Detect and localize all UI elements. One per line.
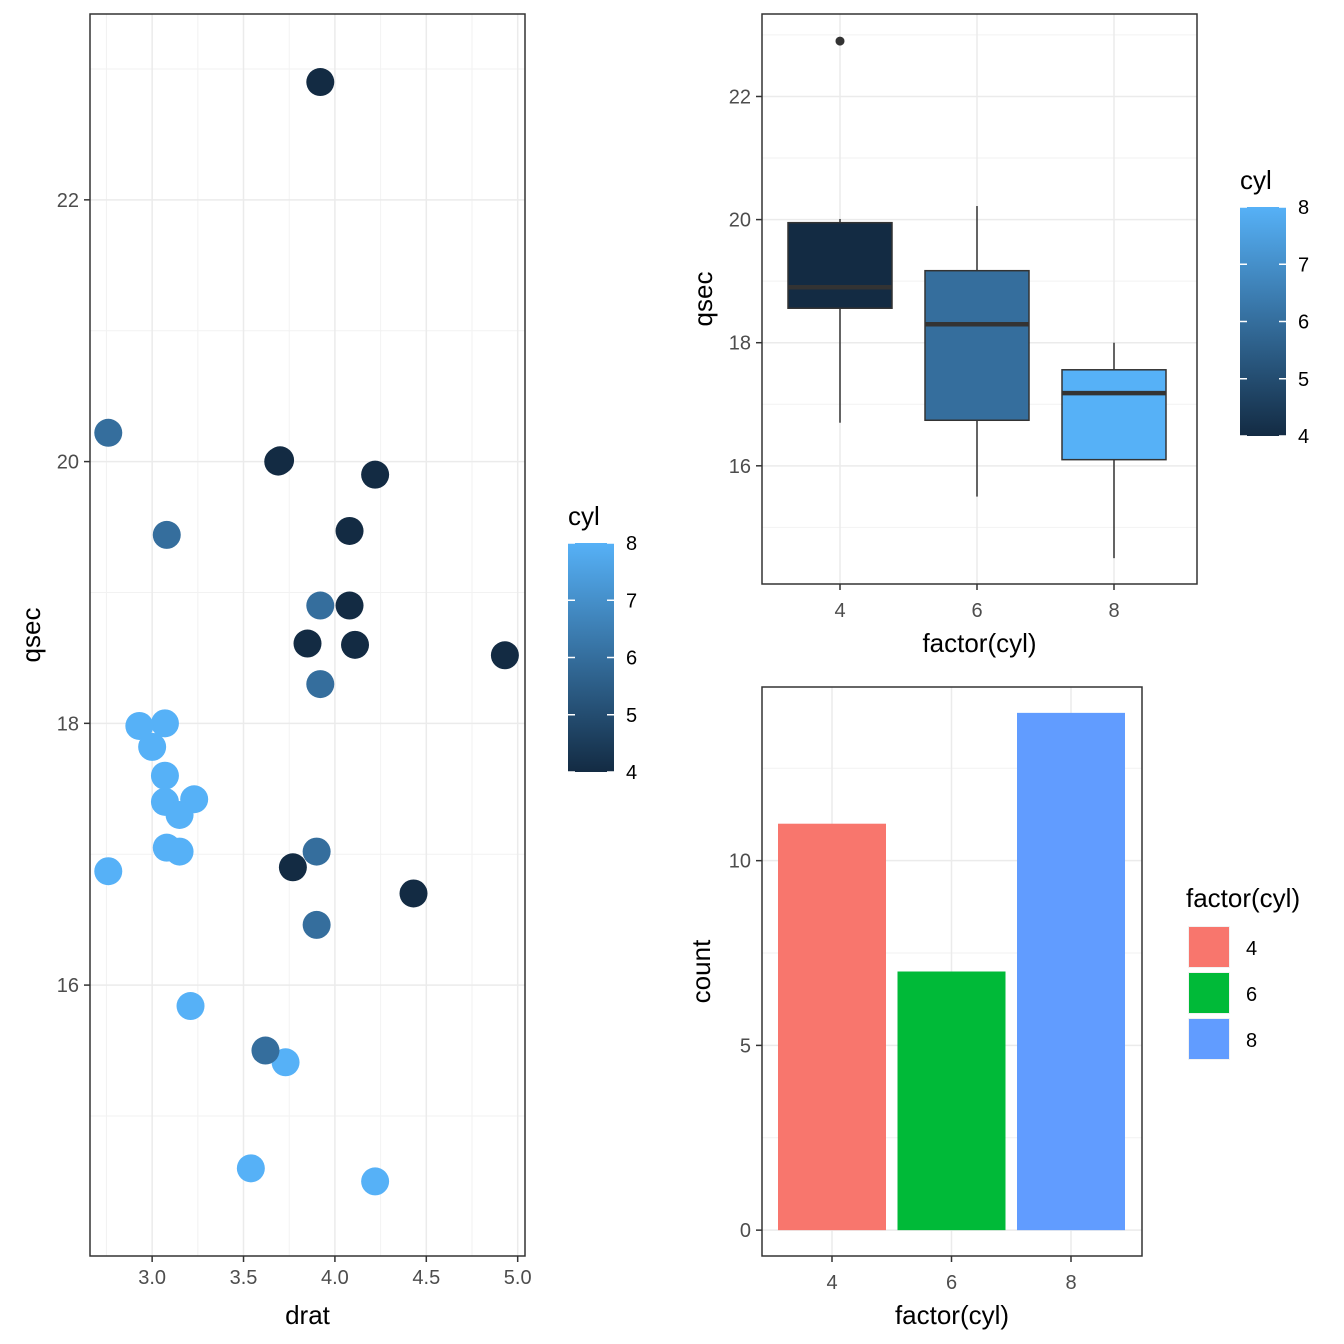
- scatter-x-tick-label: 3.0: [138, 1267, 166, 1289]
- bar-x-axis-title: factor(cyl): [895, 1300, 1009, 1330]
- scatter-point: [236, 1154, 265, 1183]
- bar-legend-label: 4: [1246, 938, 1257, 960]
- bar-legend-swatch: [1189, 1019, 1229, 1059]
- bar-legend-label: 8: [1246, 1030, 1257, 1052]
- bar-legend-title: factor(cyl): [1186, 883, 1300, 913]
- scatter-x-tick-label: 3.5: [230, 1267, 258, 1289]
- scatter-x-axis-title: drat: [285, 1300, 331, 1330]
- scatter-point: [94, 418, 123, 447]
- scatter-point: [293, 629, 322, 658]
- boxplot-y-tick-label: 16: [729, 456, 751, 478]
- scatter-point: [335, 516, 364, 545]
- scatter-point: [251, 1036, 280, 1065]
- scatter-point: [302, 837, 331, 866]
- scatter-colorbar: [568, 543, 614, 772]
- scatter-y-axis-title: qsec: [16, 608, 46, 663]
- scatter-y-tick-label: 18: [57, 713, 79, 735]
- bar-y-axis-title: count: [686, 939, 716, 1003]
- scatter-colorbar-label: 5: [626, 705, 637, 727]
- boxplot-box: [787, 221, 893, 309]
- boxplot-colorbar-label: 5: [1298, 369, 1309, 391]
- bar-x-tick-label: 6: [946, 1272, 957, 1294]
- boxplot-panel-border: [761, 13, 1198, 585]
- boxplot-colorbar-label: 8: [1298, 197, 1309, 219]
- boxplot-x-axis-title: factor(cyl): [922, 628, 1036, 658]
- scatter-y-tick-label: 22: [57, 190, 79, 212]
- boxplot-x-tick-label: 8: [1108, 600, 1119, 622]
- boxplot-colorbar-label: 6: [1298, 312, 1309, 334]
- scatter-point: [302, 910, 331, 939]
- scatter-colorbar-label: 7: [626, 590, 637, 612]
- scatter-point: [341, 630, 370, 659]
- bar-rect: [778, 823, 886, 1231]
- scatter-colorbar-label: 8: [626, 533, 637, 555]
- boxplot-y-tick-label: 18: [729, 333, 751, 355]
- scatter-x-tick-label: 5.0: [504, 1267, 532, 1289]
- bar-legend-swatch: [1189, 927, 1229, 967]
- scatter-colorbar-label: 6: [626, 648, 637, 670]
- scatter-y-tick-label: 20: [57, 452, 79, 474]
- scatter-point: [150, 761, 179, 790]
- scatter-point: [306, 670, 335, 699]
- bar-x-tick-label: 4: [826, 1272, 837, 1294]
- scatter-point: [306, 68, 335, 97]
- scatter-x-tick-label: 4.5: [412, 1267, 440, 1289]
- bar-x-tick-label: 8: [1065, 1272, 1076, 1294]
- bar-y-tick-label: 5: [740, 1035, 751, 1057]
- boxplot-x-tick-label: 6: [971, 600, 982, 622]
- scatter-legend-title: cyl: [568, 501, 600, 531]
- scatter-point: [94, 857, 123, 886]
- bar-y-tick-label: 10: [729, 851, 751, 873]
- bar-legend-swatch: [1189, 973, 1229, 1013]
- scatter-point: [150, 709, 179, 738]
- boxplot-colorbar: [1240, 207, 1286, 436]
- bar-legend-label: 6: [1246, 984, 1257, 1006]
- scatter-x-tick-label: 4.0: [321, 1267, 349, 1289]
- scatter-point: [176, 992, 205, 1021]
- scatter-panel-border: [89, 13, 526, 1257]
- boxplot-y-tick-label: 20: [729, 210, 751, 232]
- scatter-colorbar-label: 4: [626, 762, 637, 784]
- boxplot-y-tick-label: 22: [729, 86, 751, 108]
- scatter-point: [165, 800, 194, 829]
- bar-rect: [1017, 712, 1125, 1231]
- scatter-point: [399, 879, 428, 908]
- boxplot-box: [1061, 369, 1167, 461]
- scatter-point: [152, 833, 181, 862]
- scatter-point: [306, 591, 335, 620]
- scatter-point: [490, 641, 519, 670]
- scatter-point: [266, 446, 295, 475]
- scatter-point: [125, 711, 154, 740]
- bar-y-tick-label: 0: [740, 1220, 751, 1242]
- scatter-point: [152, 520, 181, 549]
- boxplot-x-tick-label: 4: [834, 600, 845, 622]
- boxplot-box: [924, 269, 1030, 422]
- scatter-point: [335, 591, 364, 620]
- bar-rect: [897, 971, 1006, 1231]
- boxplot-outlier: [835, 36, 845, 46]
- scatter-y-tick-label: 16: [57, 975, 79, 997]
- scatter-point: [278, 853, 307, 882]
- boxplot-colorbar-label: 7: [1298, 254, 1309, 276]
- scatter-point: [138, 732, 167, 761]
- boxplot-y-axis-title: qsec: [688, 272, 718, 327]
- boxplot-colorbar-label: 4: [1298, 426, 1309, 448]
- scatter-point: [361, 460, 390, 489]
- scatter-point: [361, 1167, 390, 1196]
- boxplot-legend-title: cyl: [1240, 165, 1272, 195]
